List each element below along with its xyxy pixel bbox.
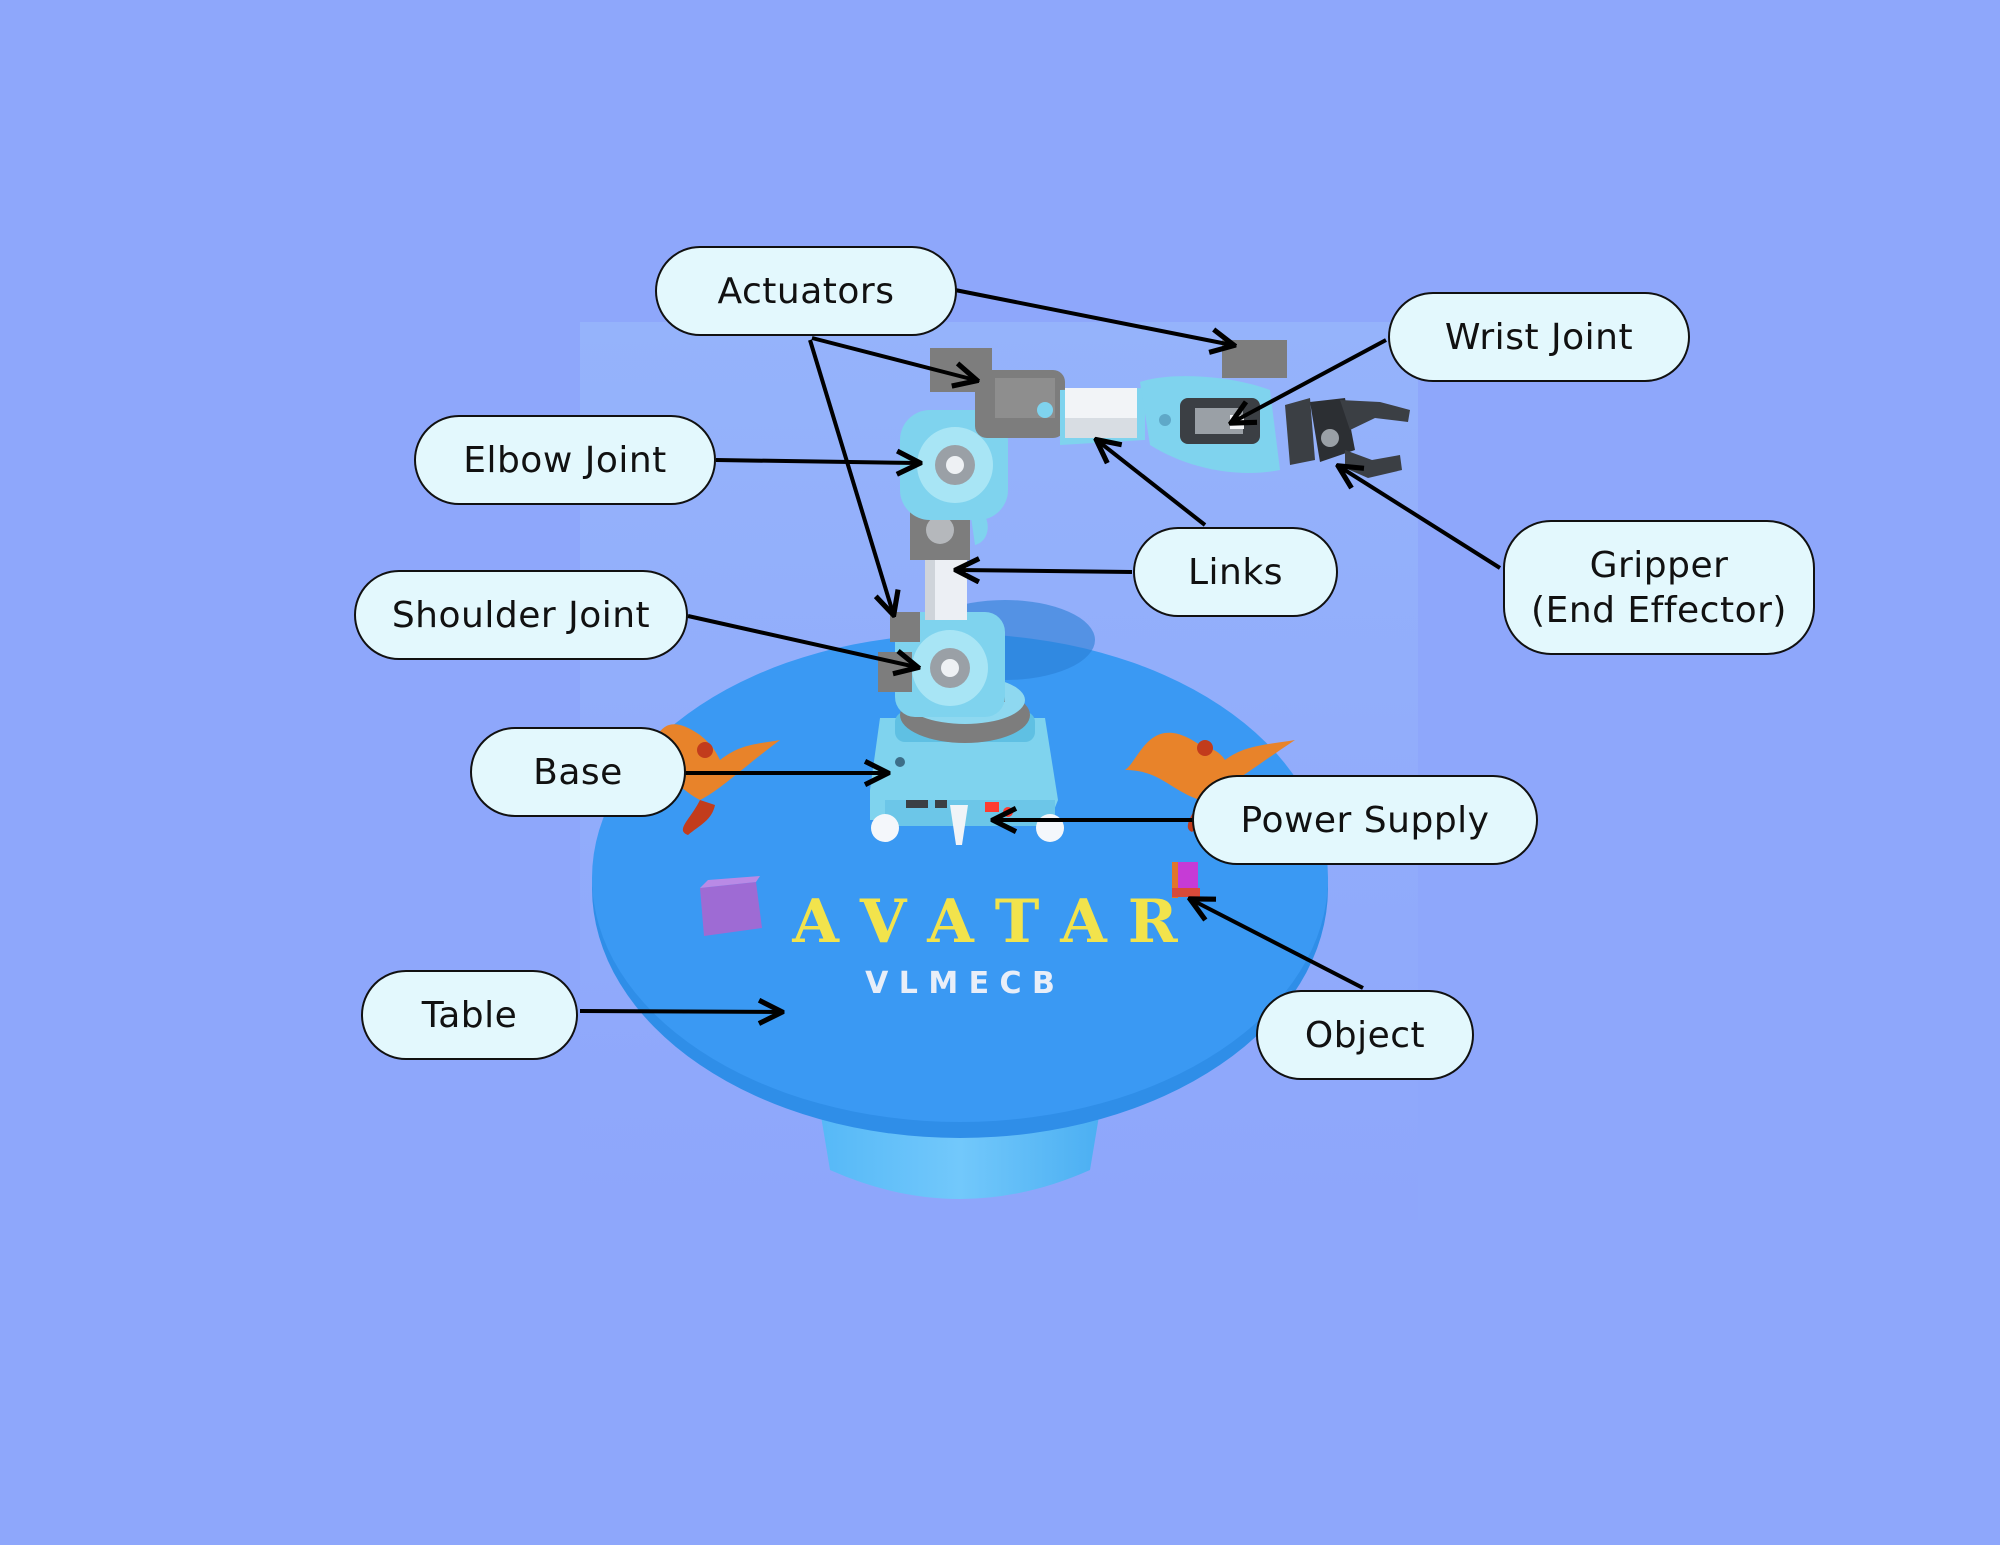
arrow-wrist-joint (1233, 338, 1387, 422)
brand-subtitle: V L M E C B (865, 966, 1055, 1001)
object-cube (1172, 862, 1200, 898)
label-wrist-joint: Wrist Joint (1388, 292, 1690, 382)
robot-elbow (900, 410, 1008, 520)
annotation-arrows (579, 288, 1502, 1012)
arrow-gripper (1340, 467, 1502, 570)
arrow-links-forearm (1098, 441, 1207, 527)
label-links: Links (1133, 527, 1338, 617)
arrow-elbow-joint (715, 460, 918, 463)
arrow-object (1192, 900, 1364, 990)
label-power-supply: Power Supply (1192, 775, 1538, 865)
arrow-actuators-shoulder (808, 339, 893, 613)
arrow-actuators-top (811, 336, 975, 380)
label-table: Table (361, 970, 578, 1060)
arrow-links-upper (958, 570, 1133, 572)
arrow-table (579, 1011, 780, 1012)
robot-forearm-link (1060, 388, 1145, 445)
label-shoulder-joint: Shoulder Joint (354, 570, 688, 660)
arrow-shoulder-joint (687, 614, 916, 667)
brand-title: A V A T A R (791, 887, 1178, 957)
arrow-actuators-wrist (954, 288, 1232, 345)
label-actuators: Actuators (655, 246, 957, 336)
label-elbow-joint: Elbow Joint (414, 415, 716, 505)
label-gripper: Gripper (End Effector) (1503, 520, 1815, 655)
purple-block (700, 876, 762, 936)
label-base: Base (470, 727, 686, 817)
label-object: Object (1256, 990, 1474, 1080)
